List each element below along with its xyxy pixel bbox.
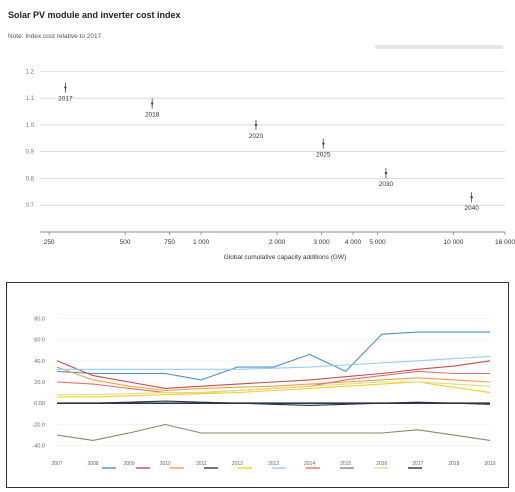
x-tick-label: 4 000: [345, 239, 362, 246]
y-tick-label: 0.8: [26, 176, 35, 182]
x-tick-label: 2015: [340, 461, 351, 467]
series-line: [56, 360, 491, 389]
point-label: 2017: [58, 95, 73, 102]
x-tick-label: 2016: [376, 461, 387, 467]
y-tick-label: -40.0: [32, 444, 45, 450]
x-tick-label: 2007: [51, 461, 62, 467]
y-tick-labels: 80.0 60.0 40.0 20.0 0.00 -20.0 -40.0: [32, 316, 45, 449]
y-tick-label: 1.0: [26, 123, 35, 129]
data-point: [254, 123, 258, 127]
y-tick-label: 1.2: [26, 69, 35, 75]
series-line: [57, 381, 491, 398]
series-line: [57, 381, 491, 396]
x-tick-label: 1 000: [193, 239, 210, 246]
data-point: [150, 102, 154, 105]
x-tick-label: 5 000: [369, 239, 386, 246]
bottom-chart-panel: 80.0 60.0 40.0 20.0 0.00 -20.0 -40.0 2007 2008 2…: [6, 282, 509, 488]
point-label: 2018: [145, 112, 160, 119]
data-point: [64, 86, 67, 89]
y-gridlines: [40, 71, 505, 206]
x-tick-label: 3 000: [313, 239, 330, 246]
series-lines: [56, 331, 491, 441]
x-tick-label: 2017: [412, 461, 423, 467]
x-tick-label: 750: [164, 239, 175, 246]
x-tick-label: 2011: [196, 461, 207, 467]
y-tick-label: 40.0: [34, 359, 45, 365]
data-points: 2017 2018 2020 2025 2030 2040: [58, 82, 479, 212]
series-line: [57, 355, 491, 370]
y-tick-label: 80.0: [34, 316, 45, 322]
x-tick-label: 2014: [304, 461, 315, 467]
page-title: Solar PV module and inverter cost index: [8, 10, 181, 20]
y-tick-label: 20.0: [34, 380, 45, 386]
page-subtitle: Note: Index cost relative to 2017: [8, 33, 102, 40]
x-axis-title: Global cumulative capacity additions (GW…: [224, 254, 346, 261]
y-tick-label: 0.00: [34, 401, 45, 407]
series-line: [57, 400, 491, 406]
x-tick-label: 2010: [160, 461, 171, 467]
x-tick-label: 10 000: [444, 239, 464, 246]
faded-legend-bar: [375, 45, 503, 49]
data-point: [470, 196, 473, 199]
y-tick-label: 1.1: [26, 96, 35, 102]
x-tick-labels: 2007 2008 2009 2010 2011 2012 2013 2014 2015 2016…: [51, 461, 495, 467]
y-tick-label: -20.0: [32, 422, 45, 428]
point-label: 2020: [249, 133, 264, 140]
y-tick-label: 60.0: [34, 338, 45, 344]
x-tick-label: 2009: [124, 461, 135, 467]
x-tick-label: 2013: [268, 461, 279, 467]
x-tick-label: 2018: [448, 461, 459, 467]
x-tick-label: 2012: [232, 461, 243, 467]
x-tick-label: 500: [120, 239, 131, 246]
series-line: [56, 331, 490, 381]
series-line: [56, 423, 491, 441]
x-tick-labels: 250 500 750 1 000 2 000 3 000 4 000 5 000 10 000…: [44, 232, 515, 246]
y-tick-label: 0.9: [26, 150, 35, 156]
series-line: [56, 366, 491, 392]
point-label: 2040: [464, 205, 479, 212]
multi-series-line-chart: 80.060.040.020.00.00-20.0-40.0 2007 2008 2…: [32, 316, 496, 469]
x-tick-label: 250: [44, 239, 55, 246]
point-label: 2025: [316, 152, 331, 159]
data-point: [384, 171, 388, 175]
top-right-legend-area: [375, 42, 503, 52]
cost-index-scatter-chart: 1.2 1.1 1.0 0.9 0.8 0.7 250 500 750 1 000 2 000 3 …: [26, 69, 515, 261]
y-tick-label: 0.7: [26, 203, 35, 209]
point-label: 2030: [379, 181, 394, 188]
y-tick-labels: 1.2 1.1 1.0 0.9 0.8 0.7: [26, 69, 35, 209]
data-point: [322, 142, 325, 145]
x-tick-label: 16 000: [495, 239, 515, 246]
x-tick-label: 2008: [88, 461, 99, 467]
x-tick-label: 2 000: [269, 239, 286, 246]
x-tick-label: 2019: [484, 461, 495, 467]
